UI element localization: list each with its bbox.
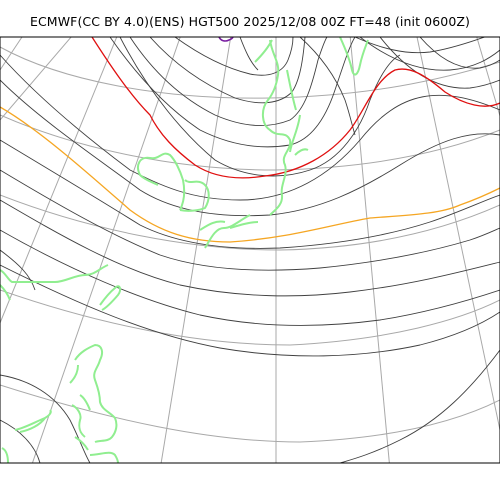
hgt500-contours xyxy=(0,37,500,463)
contour-5400 xyxy=(0,106,500,243)
map-title: ECMWF(CC BY 4.0)(ENS) HGT500 2025/12/08 … xyxy=(29,14,471,29)
graticule-parallels xyxy=(0,46,500,443)
graticule-meridians xyxy=(0,37,500,463)
coastlines xyxy=(0,37,369,463)
map-frame xyxy=(0,36,500,464)
contour-5700 xyxy=(91,37,500,179)
